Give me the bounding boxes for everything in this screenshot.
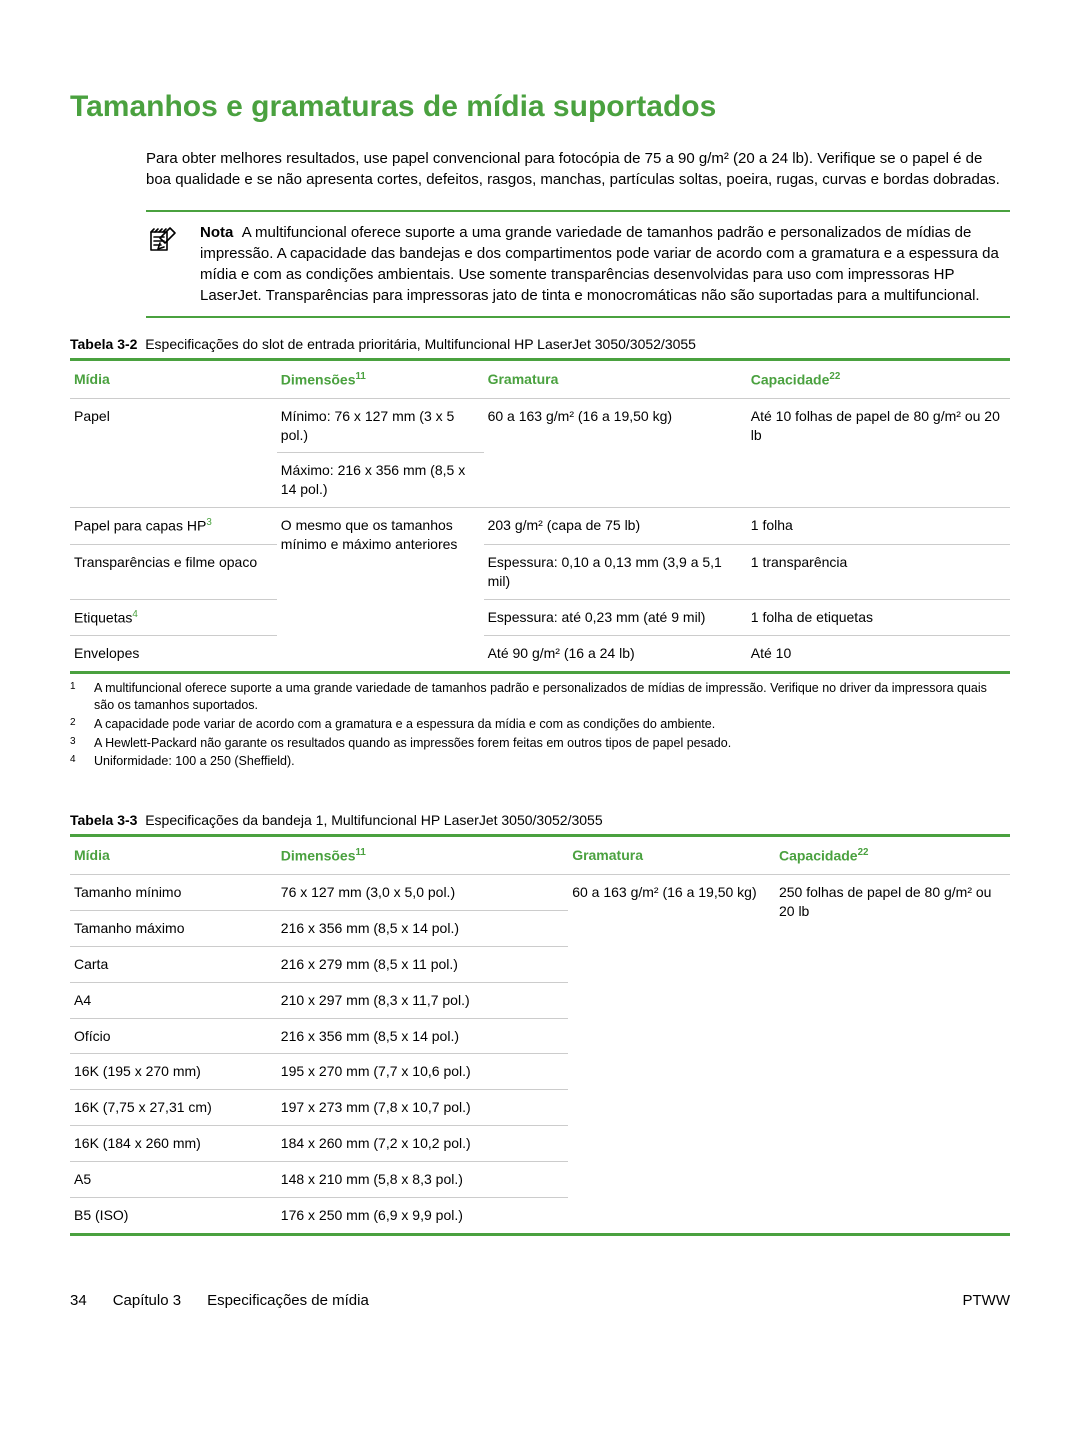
table-row-dim: 184 x 260 mm (7,2 x 10,2 pol.) xyxy=(277,1126,568,1162)
table-row-media: B5 (ISO) xyxy=(70,1198,277,1235)
note-icon xyxy=(146,222,182,306)
t1-r1-dim-a: Mínimo: 76 x 127 mm (3 x 5 pol.) xyxy=(277,398,484,453)
note-label: Nota xyxy=(200,224,233,241)
t1-r5-gram: Até 90 g/m² (16 a 24 lb) xyxy=(484,636,747,673)
t1-r2-dim: O mesmo que os tamanhos mínimo e máximo … xyxy=(277,508,484,673)
t1-fn1: A multifuncional oferece suporte a uma g… xyxy=(94,680,1010,714)
footer-page-number: 34 xyxy=(70,1292,87,1309)
t1-r1-dim-b: Máximo: 216 x 356 mm (8,5 x 14 pol.) xyxy=(277,453,484,508)
table1-caption-num: Tabela 3-2 xyxy=(70,336,137,352)
table2-caption-text: Especificações da bandeja 1, Multifuncio… xyxy=(145,812,602,828)
t1-r1-media: Papel xyxy=(70,398,277,508)
t1-r4-cap: 1 folha de etiquetas xyxy=(747,599,1010,636)
page-footer: 34 Capítulo 3 Especificações de mídia PT… xyxy=(70,1292,1010,1309)
t1-r1-cap: Até 10 folhas de papel de 80 g/m² ou 20 … xyxy=(747,398,1010,508)
table-row-dim: 197 x 273 mm (7,8 x 10,7 pol.) xyxy=(277,1090,568,1126)
table-row-dim: 195 x 270 mm (7,7 x 10,6 pol.) xyxy=(277,1054,568,1090)
table-row-media: A5 xyxy=(70,1162,277,1198)
t1-r4-gram: Espessura: até 0,23 mm (até 9 mil) xyxy=(484,599,747,636)
t1-th-dim: Dimensões11 xyxy=(277,360,484,399)
table-row-media: 16K (7,75 x 27,31 cm) xyxy=(70,1090,277,1126)
table2-caption: Tabela 3-3 Especificações da bandeja 1, … xyxy=(70,812,1010,828)
footer-lang: PTWW xyxy=(963,1292,1010,1309)
table1-caption-text: Especificações do slot de entrada priori… xyxy=(145,336,696,352)
t1-r5-cap: Até 10 xyxy=(747,636,1010,673)
table-row-dim: 176 x 250 mm (6,9 x 9,9 pol.) xyxy=(277,1198,568,1235)
t1-r5-media: Envelopes xyxy=(70,636,277,673)
table-row-media: Ofício xyxy=(70,1018,277,1054)
t1-r3-gram: Espessura: 0,10 a 0,13 mm (3,9 a 5,1 mil… xyxy=(484,544,747,599)
page-title: Tamanhos e gramaturas de mídia suportado… xyxy=(70,90,1010,124)
t1-r3-media: Transparências e filme opaco xyxy=(70,544,277,599)
note-body: A multifuncional oferece suporte a uma g… xyxy=(200,224,999,304)
t2-th-dim: Dimensões11 xyxy=(277,836,568,875)
table-row-media: 16K (195 x 270 mm) xyxy=(70,1054,277,1090)
table-row-dim: 76 x 127 mm (3,0 x 5,0 pol.) xyxy=(277,875,568,911)
intro-paragraph: Para obter melhores resultados, use pape… xyxy=(146,148,1010,190)
t1-th-media: Mídia xyxy=(70,360,277,399)
t2-gram-span: 60 a 163 g/m² (16 a 19,50 kg) xyxy=(568,875,775,1235)
t1-fn2: A capacidade pode variar de acordo com a… xyxy=(94,716,715,733)
footer-section: Especificações de mídia xyxy=(207,1292,369,1309)
table-row-dim: 216 x 279 mm (8,5 x 11 pol.) xyxy=(277,946,568,982)
table-row-dim: 148 x 210 mm (5,8 x 8,3 pol.) xyxy=(277,1162,568,1198)
t1-fn4: Uniformidade: 100 a 250 (Sheffield). xyxy=(94,753,295,770)
table-row-media: Tamanho máximo xyxy=(70,910,277,946)
table-row-media: Tamanho mínimo xyxy=(70,875,277,911)
note-block: Nota A multifuncional oferece suporte a … xyxy=(146,210,1010,318)
t1-r1-gram: 60 a 163 g/m² (16 a 19,50 kg) xyxy=(484,398,747,508)
table-row-media: A4 xyxy=(70,982,277,1018)
footer-chapter: Capítulo 3 xyxy=(113,1292,181,1309)
table-row-dim: 216 x 356 mm (8,5 x 14 pol.) xyxy=(277,910,568,946)
t1-r3-cap: 1 transparência xyxy=(747,544,1010,599)
table-row-media: 16K (184 x 260 mm) xyxy=(70,1126,277,1162)
table2-caption-num: Tabela 3-3 xyxy=(70,812,137,828)
table1-caption: Tabela 3-2 Especificações do slot de ent… xyxy=(70,336,1010,352)
t2-th-gram: Gramatura xyxy=(568,836,775,875)
table-row-dim: 216 x 356 mm (8,5 x 14 pol.) xyxy=(277,1018,568,1054)
t2-cap-span: 250 folhas de papel de 80 g/m² ou 20 lb xyxy=(775,875,1010,1235)
t1-fn3: A Hewlett-Packard não garante os resulta… xyxy=(94,735,731,752)
t2-th-cap: Capacidade22 xyxy=(775,836,1010,875)
t1-r2-gram: 203 g/m² (capa de 75 lb) xyxy=(484,508,747,545)
table1: Mídia Dimensões11 Gramatura Capacidade22… xyxy=(70,358,1010,674)
t1-r2-cap: 1 folha xyxy=(747,508,1010,545)
table1-footnotes: 1A multifuncional oferece suporte a uma … xyxy=(70,680,1010,770)
table2: Mídia Dimensões11 Gramatura Capacidade22… xyxy=(70,834,1010,1236)
note-text: Nota A multifuncional oferece suporte a … xyxy=(200,222,1010,306)
t1-r2-media: Papel para capas HP3 xyxy=(70,508,277,545)
table-row-media: Carta xyxy=(70,946,277,982)
table-row-dim: 210 x 297 mm (8,3 x 11,7 pol.) xyxy=(277,982,568,1018)
t1-th-gram: Gramatura xyxy=(484,360,747,399)
t1-r4-media: Etiquetas4 xyxy=(70,599,277,636)
t2-th-media: Mídia xyxy=(70,836,277,875)
t1-th-cap: Capacidade22 xyxy=(747,360,1010,399)
